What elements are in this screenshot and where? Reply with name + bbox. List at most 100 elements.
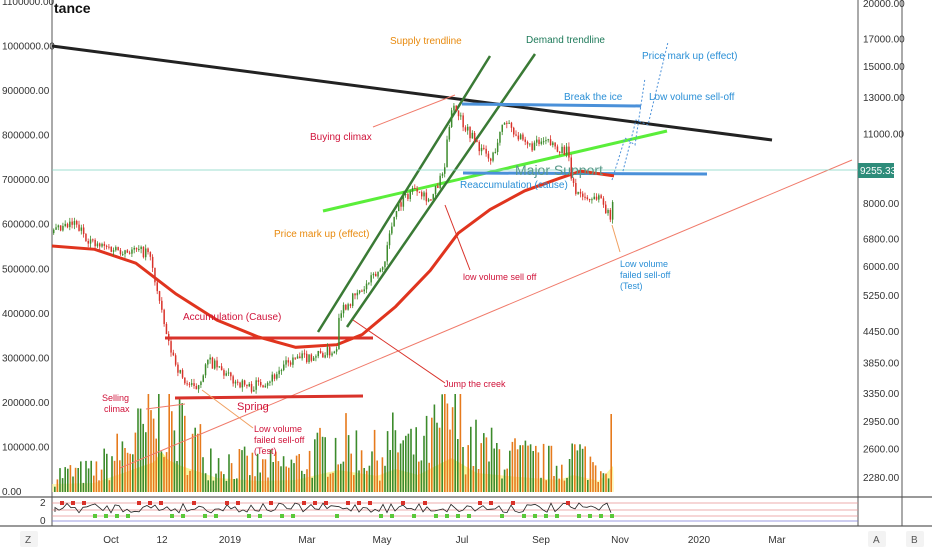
right-tick-label: 4450.00 <box>863 327 900 338</box>
volume-bar <box>80 461 82 492</box>
b-toggle-button[interactable] <box>906 531 924 547</box>
volume-bar <box>373 429 376 492</box>
candle-body <box>147 248 149 253</box>
volume-bar <box>269 449 272 492</box>
accumulation-support-line[interactable] <box>174 394 364 400</box>
demand-channel-line[interactable] <box>345 53 537 328</box>
supply-channel-line[interactable] <box>316 55 492 333</box>
volume-bar <box>501 478 503 492</box>
candle-body <box>575 183 577 194</box>
major-support-line[interactable] <box>462 171 708 176</box>
candle-body <box>218 366 221 368</box>
volume-bar <box>85 460 87 492</box>
candle-body <box>260 382 262 386</box>
left-test-label-1: Low volume <box>254 424 302 434</box>
candle-body <box>119 250 122 255</box>
candle-body <box>391 226 393 234</box>
oscillator-marker <box>599 514 603 518</box>
candle-body <box>372 273 375 276</box>
candle-body <box>289 362 292 365</box>
x-tick-label: 2019 <box>219 535 242 546</box>
candle-body <box>605 204 607 214</box>
long-term-support-line[interactable] <box>119 159 853 469</box>
candle-body <box>329 347 331 356</box>
auto-scale-button[interactable] <box>868 531 886 547</box>
volume-bar <box>124 448 126 492</box>
candle-body <box>423 192 425 197</box>
volume-bar <box>113 460 116 492</box>
volume-bar <box>597 482 599 492</box>
volume-bar <box>579 444 581 492</box>
candle-body <box>531 143 533 151</box>
volume-bar <box>420 460 423 492</box>
oscillator-marker <box>335 514 339 518</box>
selling-climax-label-1: Selling <box>102 393 129 403</box>
candle-body <box>103 243 106 246</box>
volume-bar <box>249 475 251 492</box>
oscillator-marker <box>368 501 372 505</box>
candle-body <box>140 246 142 249</box>
candle-body <box>299 356 301 359</box>
oscillator-marker <box>456 514 460 518</box>
oscillator-marker <box>115 514 119 518</box>
break-ice-line[interactable] <box>461 102 642 108</box>
candle-body <box>513 127 515 135</box>
volume-bar <box>275 451 277 492</box>
candle-body <box>492 152 494 161</box>
volume-bar <box>353 475 355 492</box>
oscillator-marker <box>522 514 526 518</box>
oscillator-line <box>54 502 612 514</box>
supply-downtrend-line[interactable] <box>51 44 773 142</box>
candle-body <box>485 148 487 154</box>
volume-bar <box>394 430 397 492</box>
oscillator-marker <box>555 514 559 518</box>
candle-body <box>611 202 614 220</box>
z-toggle-button[interactable] <box>20 531 38 547</box>
candle-body <box>342 304 345 314</box>
volume-bar <box>418 461 420 492</box>
volume-bar <box>137 408 139 492</box>
candle-body <box>165 324 168 335</box>
candle-body <box>138 249 140 250</box>
candle-body <box>151 256 154 268</box>
candle-body <box>356 292 359 296</box>
left-tick-label: 0.00 <box>2 487 22 498</box>
oscillator-marker <box>511 501 515 505</box>
candle-body <box>322 353 324 358</box>
volume-bar <box>116 433 118 492</box>
oscillator-marker <box>324 501 328 505</box>
candle-body <box>308 354 310 363</box>
candle-body <box>310 354 313 361</box>
candle-body <box>402 195 405 207</box>
supply-trendline-label: Supply trendline <box>390 36 462 47</box>
candle-body <box>232 376 234 384</box>
volume-bar <box>561 464 563 492</box>
candle-body <box>191 383 193 385</box>
volume-bar <box>340 463 342 492</box>
volume-bar <box>59 468 61 492</box>
volume-bar <box>334 437 337 492</box>
volume-bar <box>74 467 77 492</box>
left-tick-label: 400000.00 <box>2 309 50 320</box>
candle-body <box>110 247 112 252</box>
volume-bar <box>412 454 415 492</box>
volume-bar <box>444 394 446 492</box>
volume-bar <box>189 470 191 492</box>
candle-body <box>326 347 329 356</box>
green-trendline[interactable] <box>322 129 668 213</box>
volume-bar <box>264 459 267 492</box>
candle-body <box>427 199 430 202</box>
volume-bar <box>228 454 230 492</box>
oscillator-marker <box>610 514 614 518</box>
volume-bar <box>93 475 95 492</box>
reaccumulation-label: Reaccumulation (cause) <box>460 180 568 191</box>
volume-bar <box>467 445 469 492</box>
candle-body <box>92 239 94 241</box>
candle-body <box>549 139 552 146</box>
volume-bar <box>553 476 555 492</box>
buying-climax-label: Buying climax <box>310 132 372 143</box>
candle-body <box>609 210 612 220</box>
oscillator-marker <box>390 514 394 518</box>
